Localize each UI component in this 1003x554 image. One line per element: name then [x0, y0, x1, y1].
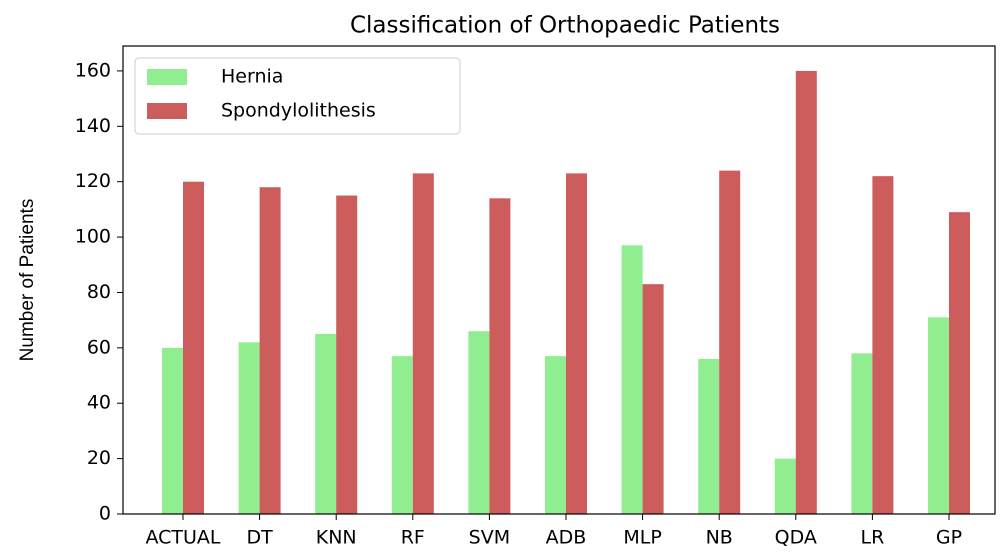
x-tick-label: KNN	[316, 527, 357, 549]
x-tick-label: SVM	[469, 527, 510, 549]
bar	[412, 173, 434, 514]
y-tick-label: 160	[75, 59, 111, 81]
y-tick-label: 80	[87, 281, 111, 303]
bar	[545, 356, 566, 514]
legend-label: Hernia	[221, 66, 283, 88]
y-tick-label: 120	[75, 170, 111, 192]
x-tick-label: RF	[401, 527, 425, 549]
x-tick-label: LR	[861, 527, 885, 549]
bar	[259, 187, 281, 514]
bar	[238, 342, 260, 514]
y-tick-label: 100	[75, 226, 111, 248]
bar	[621, 245, 643, 514]
legend-swatch	[147, 103, 187, 119]
bar	[949, 212, 970, 514]
x-tick-label: NB	[706, 527, 733, 549]
bar	[489, 198, 511, 515]
bar	[162, 347, 183, 514]
chart-title: Classification of Orthopaedic Patients	[350, 13, 780, 39]
x-tick-label: GP	[936, 527, 962, 549]
y-tick-label: 140	[75, 115, 111, 137]
y-tick-label: 60	[87, 336, 111, 358]
legend-label: Spondylolithesis	[221, 100, 376, 122]
bar	[851, 353, 873, 514]
y-tick-label: 0	[99, 503, 111, 525]
legend-swatch	[147, 69, 187, 85]
bar	[566, 173, 587, 514]
bar	[719, 170, 741, 514]
bar	[642, 284, 664, 514]
bar	[698, 358, 720, 514]
bar	[468, 331, 490, 514]
x-tick-label: ACTUAL	[145, 527, 220, 549]
y-tick-label: 40	[87, 392, 111, 414]
x-tick-label: MLP	[623, 527, 661, 549]
bar	[774, 458, 796, 514]
bar	[315, 334, 337, 514]
bar	[872, 176, 894, 514]
bar	[183, 181, 204, 514]
y-axis-label: Number of Patients	[17, 199, 38, 362]
legend-box	[134, 57, 461, 135]
y-tick-label: 20	[87, 447, 111, 469]
bar	[795, 70, 817, 514]
bar	[391, 356, 413, 514]
x-tick-label: DT	[246, 527, 273, 549]
bar	[928, 317, 949, 514]
plot-frame	[122, 45, 996, 515]
x-tick-label: QDA	[775, 527, 817, 549]
bar	[336, 195, 358, 515]
x-tick-label: ADB	[546, 527, 587, 549]
